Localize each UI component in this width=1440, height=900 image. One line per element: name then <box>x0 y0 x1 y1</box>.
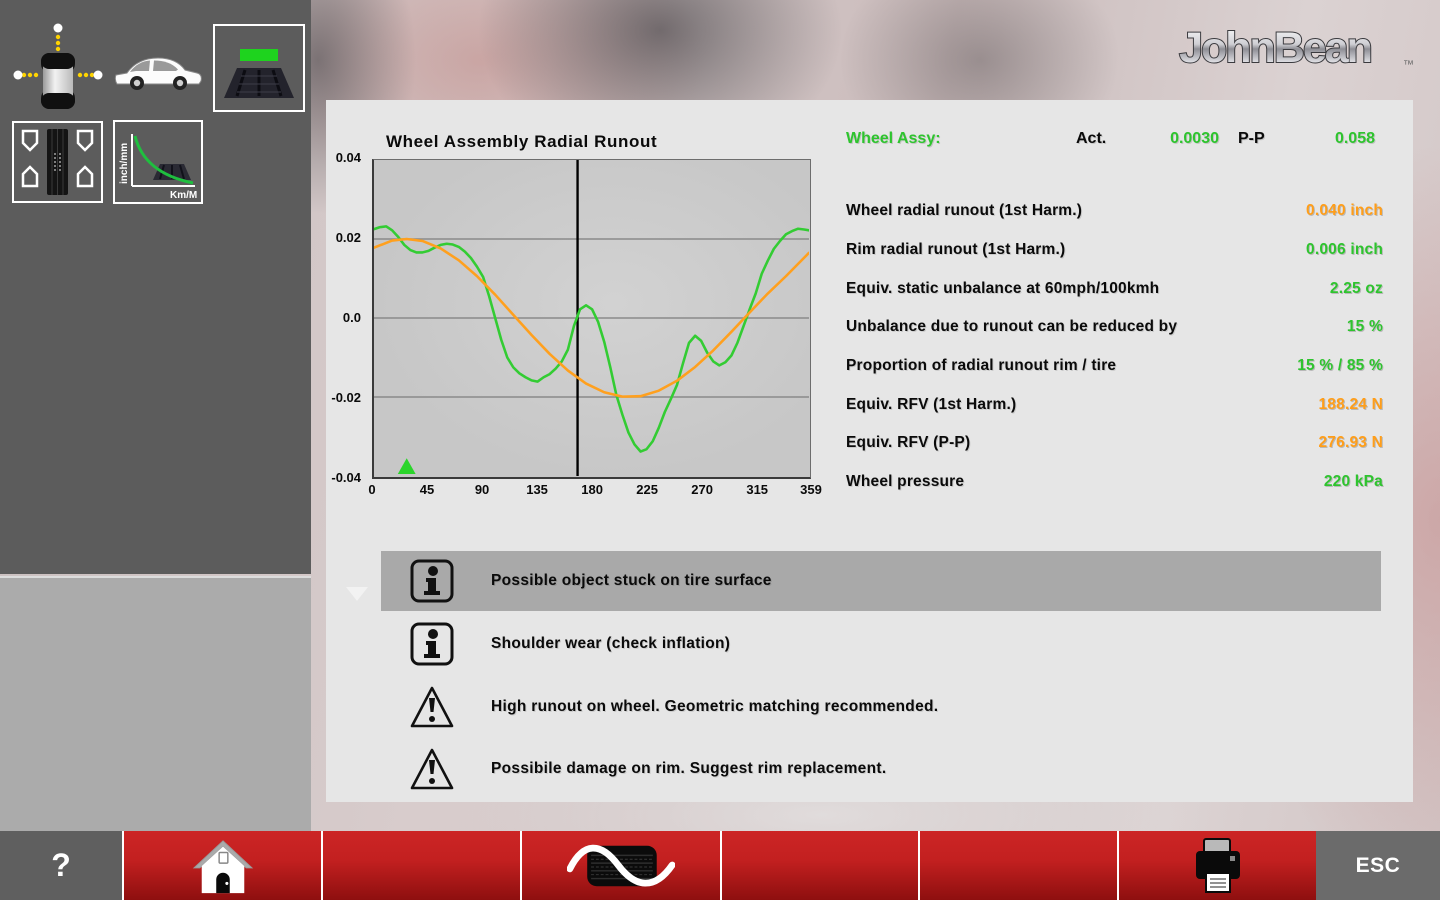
logo-tm: ™ <box>1403 59 1414 71</box>
message-row[interactable]: Shoulder wear (check inflation) <box>381 614 1381 674</box>
help-button[interactable]: ? <box>0 831 122 900</box>
message-text: Possible object stuck on tire surface <box>491 572 772 589</box>
sidebar-item-tire-status[interactable] <box>213 24 305 112</box>
warning-icon <box>410 748 454 790</box>
chart-title: Wheel Assembly Radial Runout <box>386 132 658 151</box>
toolbar-slot-2 <box>720 831 918 900</box>
result-label: Equiv. RFV (1st Harm.) <box>846 395 1017 413</box>
result-label: Rim radial runout (1st Harm.) <box>846 241 1066 259</box>
x-tick-label: 135 <box>526 482 548 497</box>
x-tick-label: 0 <box>368 482 376 497</box>
result-value: 220 kPa <box>1323 473 1383 491</box>
x-tick-label: 90 <box>474 482 490 497</box>
sidebar: inch/mm Km/M <box>0 0 311 574</box>
toolbar-slot-3 <box>918 831 1117 900</box>
result-label: Proportion of radial runout rim / tire <box>846 357 1117 375</box>
result-label: Unbalance due to runout can be reduced b… <box>846 318 1178 336</box>
message-text: Possibile damage on rim. Suggest rim rep… <box>491 760 887 777</box>
result-label: Equiv. RFV (P-P) <box>846 434 971 452</box>
result-row: Equiv. RFV (1st Harm.) 188.24 N <box>846 385 1383 424</box>
pp-value: 0.058 <box>1334 130 1375 147</box>
runout-chart <box>372 159 811 479</box>
result-row: Rim radial runout (1st Harm.) 0.006 inch <box>846 231 1383 270</box>
results-header: Wheel Assy: Act. 0.0030 P-P 0.058 <box>846 130 1383 156</box>
result-value: 188.24 N <box>1318 395 1383 413</box>
message-row[interactable]: Possible object stuck on tire surface <box>381 551 1381 611</box>
message-row[interactable]: High runout on wheel. Geometric matching… <box>381 677 1381 737</box>
sidebar-lower-panel <box>0 576 311 833</box>
result-value: 0.040 inch <box>1306 202 1383 220</box>
y-tick-label: 0.04 <box>335 150 361 165</box>
message-row[interactable]: Possibile damage on rim. Suggest rim rep… <box>381 739 1381 799</box>
wheel-assy-label: Wheel Assy: <box>846 130 941 147</box>
y-tick-label: 0.0 <box>342 310 361 325</box>
logo-text: JohnBean <box>1179 24 1371 72</box>
wear-graph-ylabel: inch/mm <box>119 143 130 184</box>
pp-label: P-P <box>1238 130 1265 147</box>
johnbean-logo: JohnBean ™ <box>1145 22 1417 79</box>
help-label: ? <box>51 847 71 883</box>
act-value: 0.0030 <box>1170 130 1219 147</box>
bottom-toolbar: ? <box>0 831 1440 900</box>
wheel-arrows-icon <box>13 23 103 109</box>
message-text: High runout on wheel. Geometric matching… <box>491 698 939 715</box>
result-value: 15 % / 85 % <box>1297 357 1383 375</box>
x-tick-label: 270 <box>691 482 714 497</box>
sidebar-item-tread-wear[interactable] <box>12 121 103 203</box>
message-text: Shoulder wear (check inflation) <box>491 635 731 652</box>
result-row: Unbalance due to runout can be reduced b… <box>846 308 1383 347</box>
tire-wave-icon <box>567 844 675 886</box>
result-value: 276.93 N <box>1318 434 1383 452</box>
wear-graph-xlabel: Km/M <box>170 190 197 201</box>
esc-label: ESC <box>1355 853 1401 877</box>
x-tick-label: 315 <box>746 482 769 497</box>
tire-runout-button[interactable] <box>520 831 720 900</box>
x-tick-label: 225 <box>636 482 658 497</box>
act-label: Act. <box>1076 130 1107 147</box>
sidebar-item-wear-graph[interactable]: inch/mm Km/M <box>113 120 203 204</box>
result-row: Proportion of radial runout rim / tire 1… <box>846 347 1383 386</box>
result-value: 15 % <box>1346 318 1383 336</box>
x-tick-label: 45 <box>419 482 435 497</box>
result-row: Equiv. RFV (P-P) 276.93 N <box>846 424 1383 463</box>
info-icon <box>410 559 454 603</box>
y-tick-label: -0.02 <box>331 390 361 405</box>
esc-button[interactable]: ESC <box>1316 831 1440 900</box>
tire-green-bar-icon <box>224 49 294 98</box>
warning-icon <box>410 686 454 728</box>
home-button[interactable] <box>122 831 321 900</box>
result-row: Equiv. static unbalance at 60mph/100kmh … <box>846 269 1383 308</box>
home-icon <box>192 839 253 893</box>
car-icon <box>114 57 202 90</box>
tread-wear-icon <box>21 129 94 195</box>
main-panel: Wheel Assembly Radial Runout 0.04 0.02 0.0… <box>326 100 1413 802</box>
printer-icon <box>1195 837 1240 893</box>
sidebar-item-runout-measure[interactable] <box>10 13 106 113</box>
result-label: Wheel pressure <box>846 473 965 491</box>
info-icon <box>410 622 454 666</box>
result-row: Wheel pressure 220 kPa <box>846 463 1383 502</box>
result-row: Wheel radial runout (1st Harm.) 0.040 in… <box>846 192 1383 231</box>
toolbar-slot-1 <box>321 831 520 900</box>
sidebar-item-vehicle[interactable] <box>112 48 204 94</box>
x-tick-label: 180 <box>581 482 603 497</box>
y-tick-label: -0.04 <box>331 470 361 485</box>
result-label: Equiv. static unbalance at 60mph/100kmh <box>846 279 1160 297</box>
results-rows: Wheel radial runout (1st Harm.) 0.040 in… <box>846 192 1383 502</box>
scroll-down-indicator[interactable] <box>346 587 368 601</box>
johnbean-logo-graphic: JohnBean ™ <box>1178 23 1414 73</box>
result-label: Wheel radial runout (1st Harm.) <box>846 202 1083 220</box>
result-value: 2.25 oz <box>1329 279 1383 297</box>
wear-graph-icon: inch/mm Km/M <box>119 134 197 201</box>
y-tick-label: 0.02 <box>335 230 361 245</box>
runout-chart-plot <box>372 160 811 476</box>
print-button[interactable] <box>1117 831 1316 900</box>
result-value: 0.006 inch <box>1306 241 1383 259</box>
x-tick-label: 359 <box>800 482 822 497</box>
